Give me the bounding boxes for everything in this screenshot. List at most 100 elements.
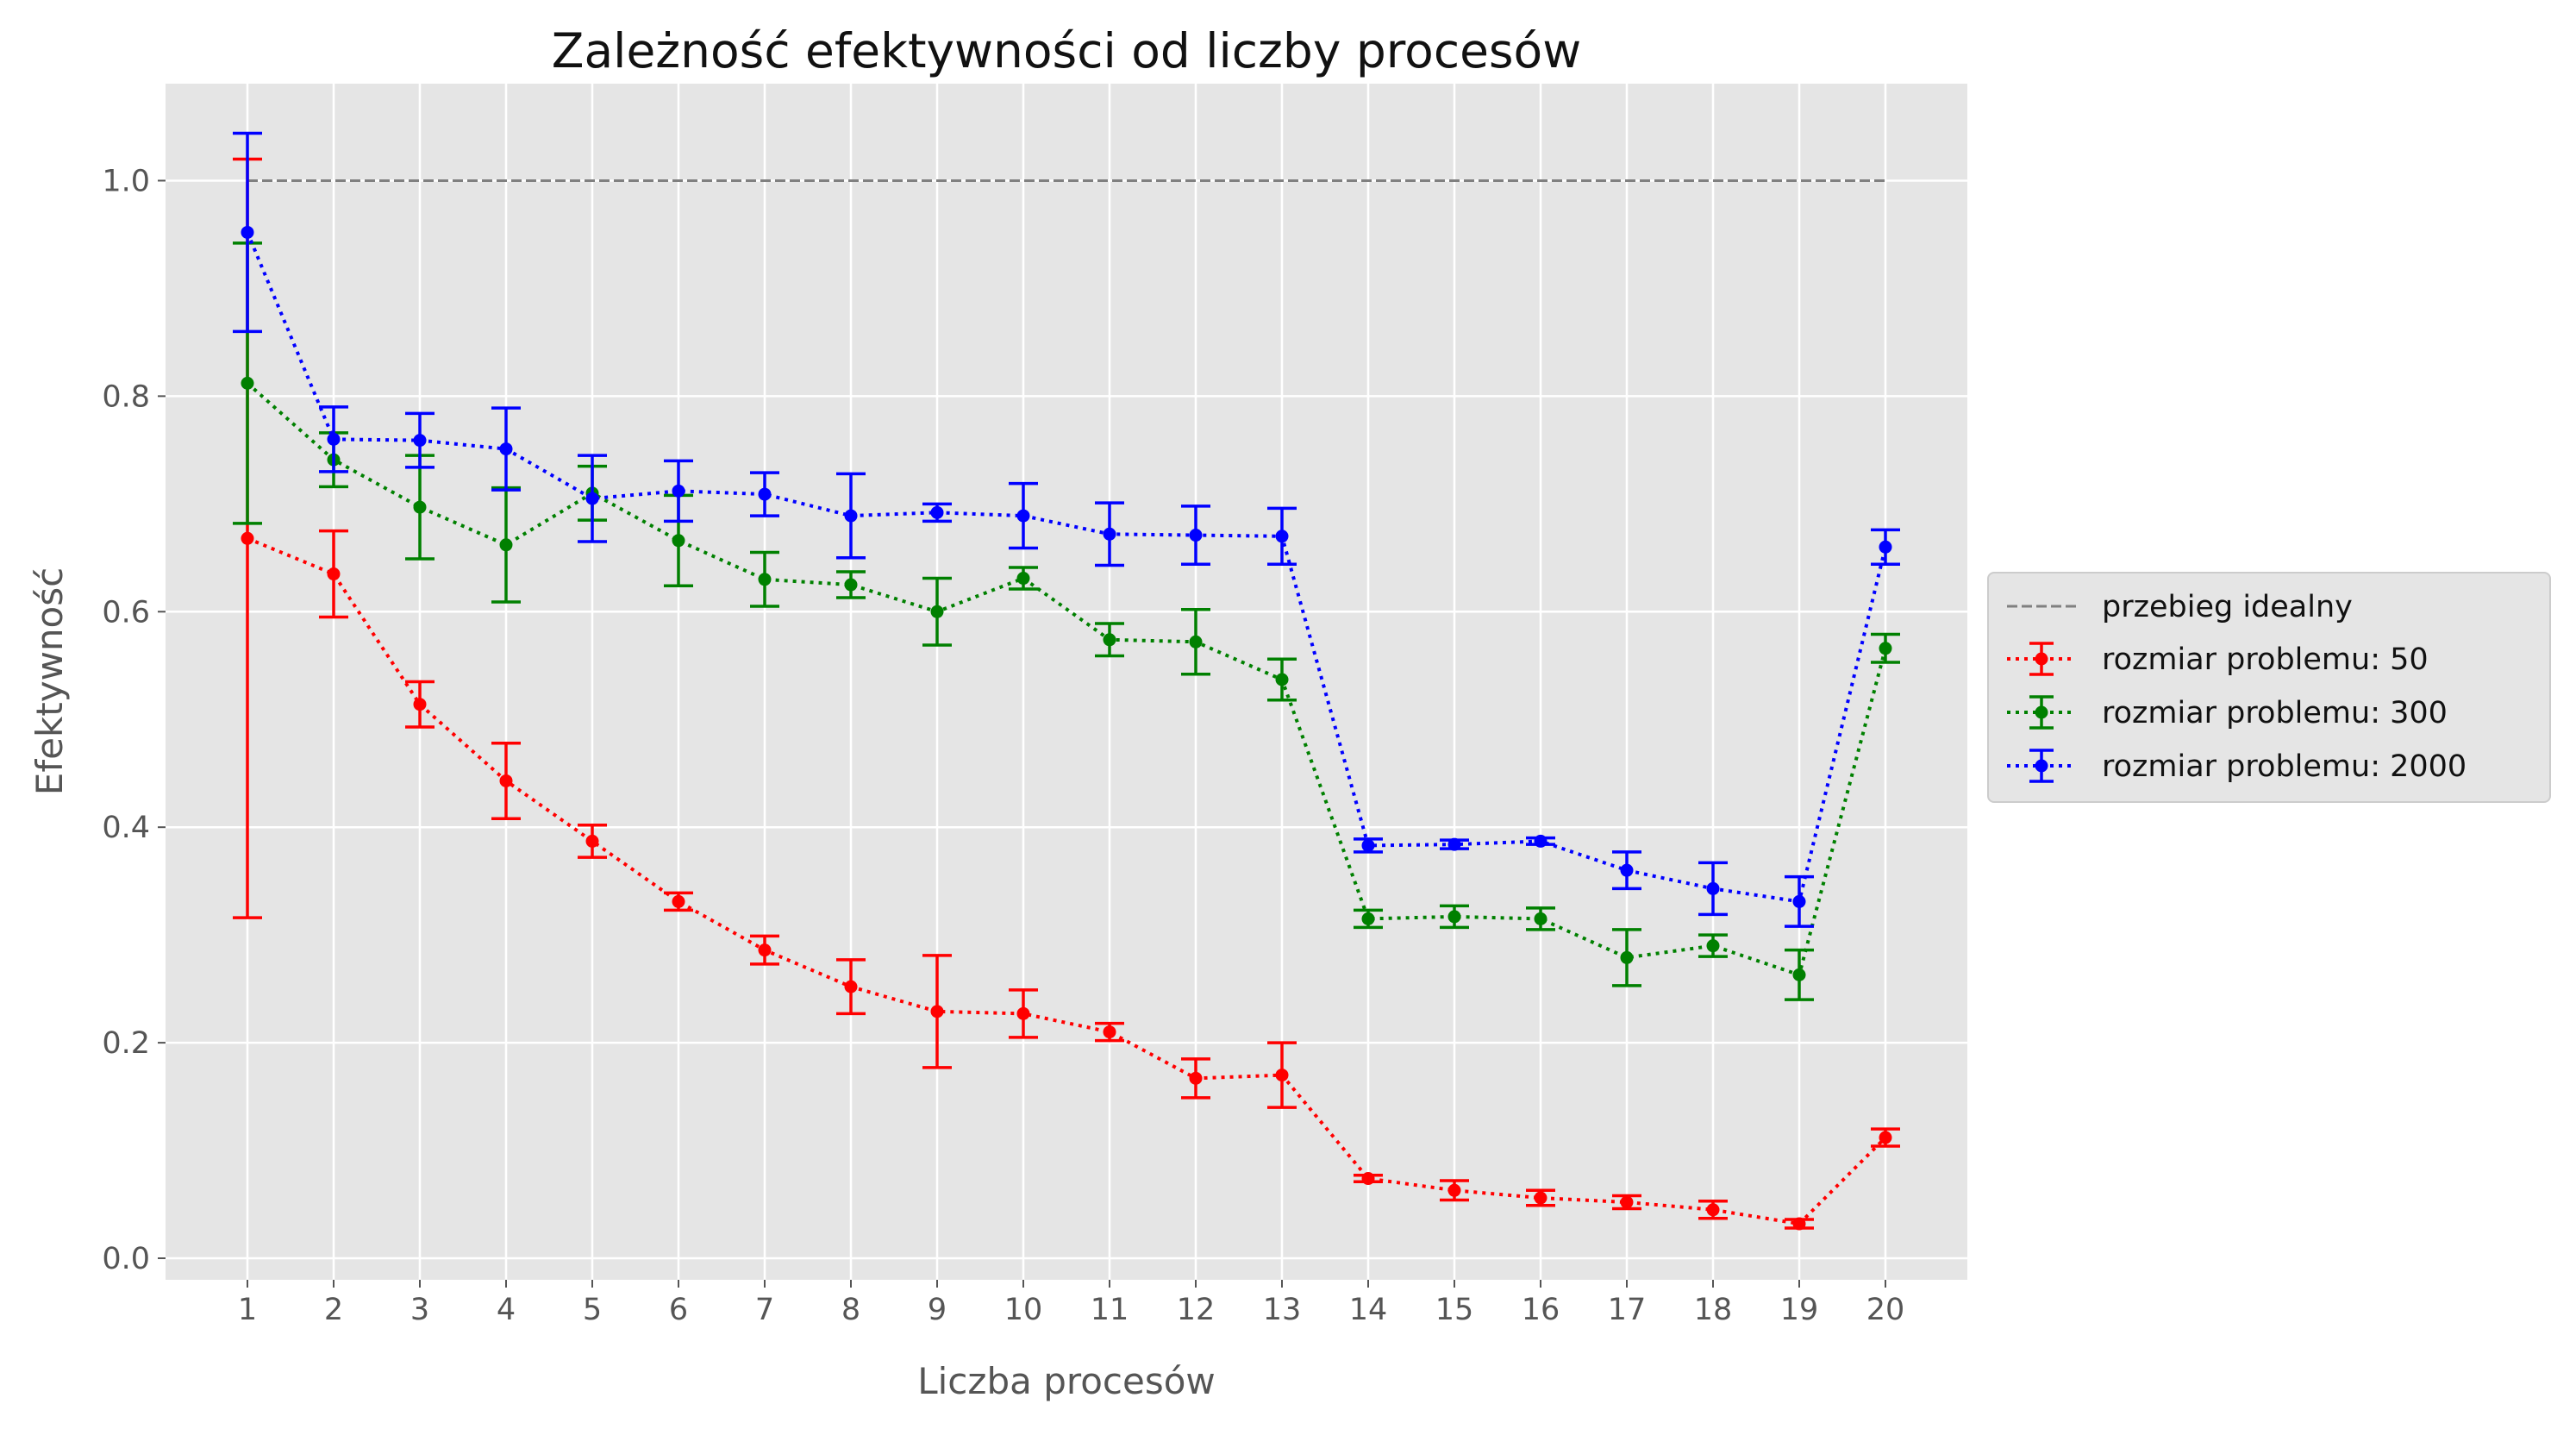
x-axis-ticks: 1 2 3 4 5 6 7 8 9 10 11 12 13 14 15 16 17 18 19 20 bbox=[238, 1280, 1904, 1327]
legend-label: rozmiar problemu: 300 bbox=[2102, 696, 2448, 730]
x-tick-label: 11 bbox=[1091, 1293, 1129, 1327]
x-tick-label: 13 bbox=[1263, 1293, 1302, 1327]
legend-box bbox=[1987, 572, 2551, 803]
data-point bbox=[1361, 838, 1375, 852]
x-tick-label: 18 bbox=[1694, 1293, 1733, 1327]
data-point bbox=[1620, 1195, 1634, 1209]
data-point bbox=[1447, 910, 1461, 924]
data-point bbox=[499, 442, 513, 456]
data-point bbox=[930, 505, 944, 519]
x-tick-label: 3 bbox=[410, 1293, 429, 1327]
y-tick-label: 0.2 bbox=[102, 1026, 150, 1061]
series-1 bbox=[233, 241, 1900, 1001]
x-tick-label: 10 bbox=[1004, 1293, 1043, 1327]
data-point bbox=[585, 492, 599, 505]
data-point bbox=[844, 578, 858, 592]
data-point bbox=[413, 434, 427, 448]
data-point bbox=[241, 376, 254, 390]
y-tick-label: 0.0 bbox=[102, 1242, 150, 1276]
data-point bbox=[499, 538, 513, 552]
x-tick-label: 12 bbox=[1177, 1293, 1216, 1327]
data-point bbox=[1189, 529, 1203, 542]
data-point bbox=[1103, 633, 1116, 647]
x-tick-label: 6 bbox=[669, 1293, 688, 1327]
y-tick-label: 0.4 bbox=[102, 811, 150, 845]
data-point bbox=[1534, 1191, 1547, 1205]
x-tick-label: 2 bbox=[324, 1293, 343, 1327]
legend: przebieg idealny rozmiar problemu: 50 rozm… bbox=[1987, 572, 2551, 803]
data-point bbox=[1534, 834, 1547, 848]
data-point bbox=[241, 225, 254, 239]
data-point bbox=[1620, 863, 1634, 877]
x-tick-label: 9 bbox=[928, 1293, 947, 1327]
x-tick-label: 17 bbox=[1608, 1293, 1647, 1327]
data-point bbox=[672, 534, 685, 548]
x-tick-label: 16 bbox=[1522, 1293, 1560, 1327]
legend-label: rozmiar problemu: 2000 bbox=[2102, 749, 2467, 784]
data-point bbox=[672, 484, 685, 498]
legend-label: przebieg idealny bbox=[2102, 590, 2353, 624]
data-point bbox=[1016, 509, 1030, 523]
data-point bbox=[1275, 1069, 1289, 1082]
series-2 bbox=[233, 131, 1900, 928]
data-point bbox=[758, 943, 772, 957]
legend-swatch-marker bbox=[2035, 705, 2048, 719]
data-point bbox=[585, 834, 599, 848]
series-0 bbox=[233, 157, 1900, 1231]
data-point bbox=[930, 1005, 944, 1018]
data-point bbox=[1016, 1006, 1030, 1020]
data-point bbox=[241, 531, 254, 545]
y-tick-label: 1.0 bbox=[102, 164, 150, 198]
data-point bbox=[1103, 527, 1116, 541]
data-point bbox=[1706, 939, 1720, 953]
data-point bbox=[327, 567, 341, 581]
series-line bbox=[246, 231, 1887, 904]
data-point bbox=[844, 980, 858, 993]
data-point bbox=[1275, 673, 1289, 686]
legend-swatch-marker bbox=[2035, 652, 2048, 666]
x-tick-label: 8 bbox=[841, 1293, 860, 1327]
data-point bbox=[758, 487, 772, 501]
data-point bbox=[1792, 1217, 1806, 1231]
data-point bbox=[1792, 968, 1806, 981]
x-tick-label: 19 bbox=[1780, 1293, 1819, 1327]
x-tick-label: 20 bbox=[1866, 1293, 1905, 1327]
data-point bbox=[1189, 635, 1203, 649]
data-point bbox=[1534, 912, 1547, 925]
plot-area bbox=[166, 84, 1967, 1280]
data-point bbox=[1189, 1071, 1203, 1085]
data-point bbox=[1361, 1172, 1375, 1186]
data-point bbox=[844, 509, 858, 523]
x-tick-label: 14 bbox=[1349, 1293, 1388, 1327]
data-point bbox=[327, 432, 341, 446]
data-point bbox=[1879, 642, 1892, 655]
data-point bbox=[1706, 881, 1720, 895]
legend-label: rozmiar problemu: 50 bbox=[2102, 642, 2429, 677]
data-point bbox=[672, 894, 685, 908]
data-point bbox=[413, 698, 427, 711]
data-point bbox=[413, 500, 427, 514]
legend-swatch-marker bbox=[2035, 759, 2048, 773]
data-point bbox=[1706, 1203, 1720, 1217]
y-tick-label: 0.6 bbox=[102, 595, 150, 630]
y-axis-label: Efektywność bbox=[28, 567, 71, 795]
data-point bbox=[1275, 530, 1289, 543]
data-point bbox=[1103, 1025, 1116, 1039]
y-axis-ticks: 0.0 0.2 0.4 0.6 0.8 1.0 bbox=[102, 164, 166, 1276]
x-axis-label: Liczba procesów bbox=[917, 1360, 1216, 1402]
data-point bbox=[1620, 950, 1634, 964]
x-tick-label: 4 bbox=[497, 1293, 516, 1327]
data-point bbox=[1447, 837, 1461, 851]
x-tick-label: 7 bbox=[755, 1293, 774, 1327]
data-point bbox=[1879, 1131, 1892, 1144]
y-tick-label: 0.8 bbox=[102, 379, 150, 414]
data-point bbox=[930, 605, 944, 618]
x-tick-label: 15 bbox=[1435, 1293, 1474, 1327]
data-point bbox=[1792, 894, 1806, 908]
data-point bbox=[1879, 540, 1892, 554]
x-tick-label: 1 bbox=[238, 1293, 257, 1327]
x-tick-label: 5 bbox=[583, 1293, 602, 1327]
data-point bbox=[758, 573, 772, 586]
data-point bbox=[1016, 572, 1030, 586]
